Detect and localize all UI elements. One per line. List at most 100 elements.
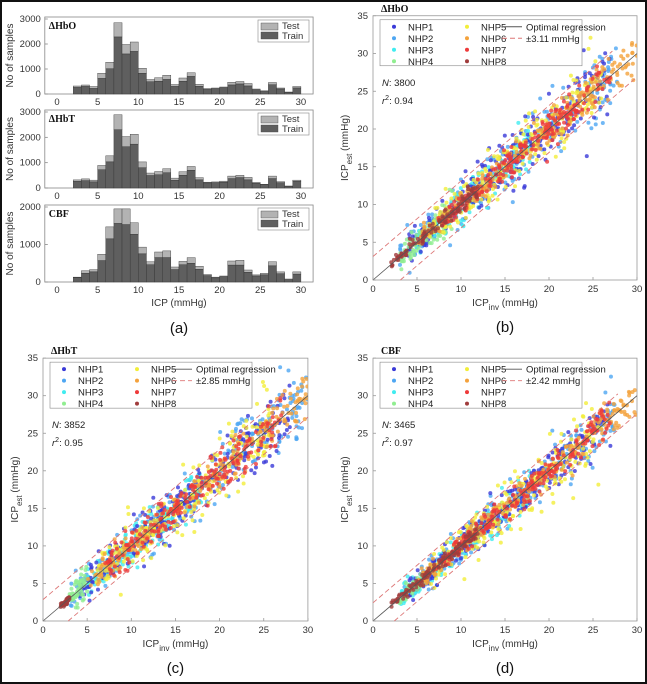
point-nhp3 bbox=[516, 120, 521, 125]
point-nhp1 bbox=[532, 468, 537, 473]
point-nhp6 bbox=[519, 483, 524, 488]
bar-train bbox=[138, 167, 147, 189]
bar-test bbox=[81, 178, 90, 181]
point-nhp2 bbox=[73, 568, 78, 573]
point-nhp2 bbox=[574, 433, 579, 438]
point-nhp1 bbox=[582, 75, 587, 80]
point-nhp2 bbox=[426, 587, 431, 592]
point-nhp2 bbox=[296, 425, 301, 430]
legend-label-nhp6: NHP6 bbox=[481, 34, 506, 45]
point-nhp5 bbox=[571, 417, 576, 422]
point-nhp7 bbox=[176, 511, 181, 516]
bar-test bbox=[162, 168, 172, 174]
point-nhp5 bbox=[436, 572, 441, 577]
point-nhp5 bbox=[463, 215, 468, 220]
point-nhp7 bbox=[550, 138, 555, 143]
point-nhp8 bbox=[430, 221, 435, 226]
point-nhp7 bbox=[194, 492, 199, 497]
legend-marker-nhp7 bbox=[465, 390, 469, 395]
point-nhp6 bbox=[421, 220, 426, 225]
point-nhp1 bbox=[277, 433, 282, 438]
x-tick-label: 30 bbox=[632, 625, 643, 636]
point-nhp8 bbox=[463, 203, 468, 208]
bar-train bbox=[81, 86, 90, 95]
point-nhp8 bbox=[429, 230, 434, 235]
point-nhp7 bbox=[574, 439, 579, 444]
point-nhp7 bbox=[156, 527, 161, 532]
point-nhp7 bbox=[205, 475, 210, 480]
bar-train bbox=[113, 129, 123, 189]
point-nhp7 bbox=[564, 126, 569, 131]
bar-train bbox=[73, 87, 82, 95]
y-tick-label: 15 bbox=[357, 503, 368, 514]
point-nhp1 bbox=[270, 463, 275, 468]
legend-swatch-test bbox=[260, 210, 279, 219]
bar-train bbox=[219, 276, 228, 283]
x-tick-label: 15 bbox=[170, 625, 181, 636]
point-nhp4 bbox=[85, 589, 90, 594]
point-nhp1 bbox=[426, 215, 431, 220]
point-nhp2 bbox=[595, 90, 600, 95]
point-nhp6 bbox=[95, 582, 100, 587]
point-nhp7 bbox=[492, 509, 497, 514]
point-nhp2 bbox=[286, 434, 291, 439]
point-nhp7 bbox=[217, 471, 222, 476]
x-tick-label: 25 bbox=[255, 285, 266, 296]
y-axis-label: No of samples bbox=[5, 117, 16, 181]
point-nhp6 bbox=[541, 467, 546, 472]
y-tick-label: 15 bbox=[27, 503, 38, 514]
point-nhp7 bbox=[601, 437, 606, 442]
point-nhp7 bbox=[134, 528, 139, 533]
point-nhp4 bbox=[436, 233, 441, 238]
point-nhp6 bbox=[613, 423, 618, 428]
point-nhp2 bbox=[600, 100, 605, 105]
point-nhp5 bbox=[570, 90, 575, 95]
point-nhp5 bbox=[495, 483, 500, 488]
x-tick-label: 30 bbox=[303, 625, 314, 636]
point-nhp5 bbox=[498, 540, 503, 545]
point-nhp3 bbox=[149, 511, 154, 516]
point-nhp4 bbox=[414, 233, 419, 238]
bar-test bbox=[268, 82, 277, 85]
bar-test bbox=[186, 72, 196, 77]
point-nhp2 bbox=[586, 120, 591, 125]
point-nhp7 bbox=[112, 573, 117, 578]
point-nhp5 bbox=[526, 124, 531, 129]
point-nhp5 bbox=[471, 204, 476, 209]
point-nhp7 bbox=[236, 461, 241, 466]
point-nhp1 bbox=[225, 451, 230, 456]
point-nhp5 bbox=[527, 111, 532, 116]
bar-train bbox=[186, 170, 196, 189]
point-nhp5 bbox=[262, 384, 267, 389]
point-nhp7 bbox=[607, 400, 612, 405]
point-nhp1 bbox=[572, 123, 577, 128]
point-nhp1 bbox=[242, 458, 247, 463]
point-nhp5 bbox=[586, 46, 591, 51]
point-nhp6 bbox=[118, 565, 123, 570]
point-nhp2 bbox=[593, 122, 598, 127]
point-nhp7 bbox=[236, 442, 241, 447]
point-nhp5 bbox=[251, 454, 256, 459]
legend-label-test: Test bbox=[282, 114, 300, 125]
bar-test bbox=[146, 79, 155, 82]
point-nhp6 bbox=[611, 427, 616, 432]
point-nhp6 bbox=[232, 471, 237, 476]
point-nhp7 bbox=[570, 450, 575, 455]
point-nhp5 bbox=[568, 73, 573, 78]
point-nhp6 bbox=[233, 432, 238, 437]
point-nhp5 bbox=[573, 459, 578, 464]
point-nhp8 bbox=[443, 207, 448, 212]
point-nhp7 bbox=[509, 167, 514, 172]
point-nhp7 bbox=[498, 176, 503, 181]
point-nhp7 bbox=[140, 540, 145, 545]
y-tick-label: 10 bbox=[357, 200, 368, 211]
point-nhp4 bbox=[401, 259, 406, 264]
point-nhp7 bbox=[141, 544, 146, 549]
point-nhp5 bbox=[562, 139, 567, 144]
point-nhp5 bbox=[456, 220, 461, 225]
point-nhp1 bbox=[523, 114, 528, 119]
point-nhp3 bbox=[401, 601, 406, 606]
point-nhp2 bbox=[288, 400, 293, 405]
point-nhp8 bbox=[445, 212, 450, 217]
bar-test bbox=[121, 208, 131, 225]
